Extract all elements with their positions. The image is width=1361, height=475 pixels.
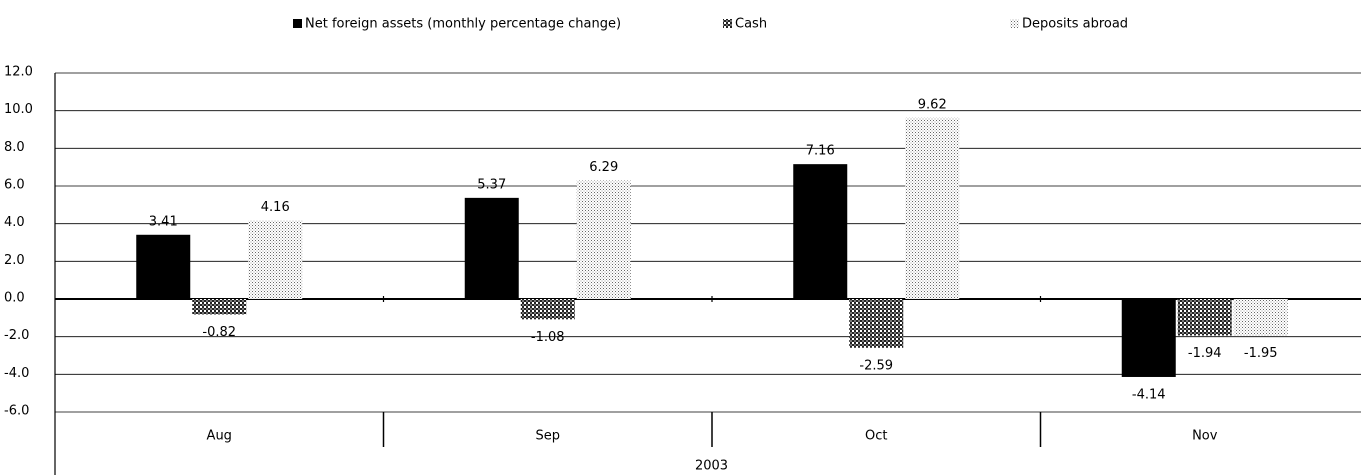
bar [905, 117, 960, 299]
legend-label: Deposits abroad [1022, 17, 1128, 32]
data-label: -1.95 [1244, 346, 1278, 361]
data-label: 3.41 [149, 214, 178, 229]
bar [192, 299, 247, 315]
bar [464, 197, 519, 299]
data-label: -1.94 [1188, 346, 1222, 361]
bar [793, 164, 848, 299]
bar [136, 234, 191, 299]
bar [1177, 299, 1232, 336]
y-tick-label: 12.0 [4, 65, 33, 80]
data-label: 5.37 [477, 177, 506, 192]
data-label: 6.29 [589, 160, 618, 175]
data-label: -2.59 [859, 358, 893, 373]
x-tick-label: Aug [207, 429, 232, 444]
legend-swatch [723, 19, 732, 28]
data-label: -1.08 [531, 330, 565, 345]
x-tick-label: Nov [1192, 429, 1218, 444]
y-tick-label: 6.0 [4, 178, 25, 193]
legend-label: Cash [735, 17, 767, 32]
x-tick-label: Sep [535, 429, 560, 444]
bar [248, 220, 303, 299]
y-tick-label: -4.0 [4, 366, 29, 381]
y-tick-label: -2.0 [4, 328, 29, 343]
data-label: 4.16 [261, 200, 290, 215]
legend-swatch [1010, 19, 1019, 28]
data-label: -0.82 [202, 325, 236, 340]
bar [576, 180, 631, 299]
y-tick-label: 10.0 [4, 102, 33, 117]
data-label: -4.14 [1132, 387, 1166, 402]
y-tick-label: 8.0 [4, 140, 25, 155]
y-tick-label: 2.0 [4, 253, 25, 268]
y-tick-label: 4.0 [4, 215, 25, 230]
legend-label: Net foreign assets (monthly percentage c… [305, 17, 621, 32]
x-tick-label: Oct [865, 429, 887, 444]
bar [1233, 299, 1288, 336]
bar [1121, 299, 1176, 377]
bar [849, 299, 904, 348]
y-tick-label: 0.0 [4, 291, 25, 306]
data-label: 9.62 [918, 97, 947, 112]
x-axis-label: 2003 [695, 459, 728, 474]
y-tick-label: -6.0 [4, 404, 29, 419]
data-label: 7.16 [806, 144, 835, 159]
legend-swatch [293, 19, 302, 28]
bar [520, 299, 575, 320]
